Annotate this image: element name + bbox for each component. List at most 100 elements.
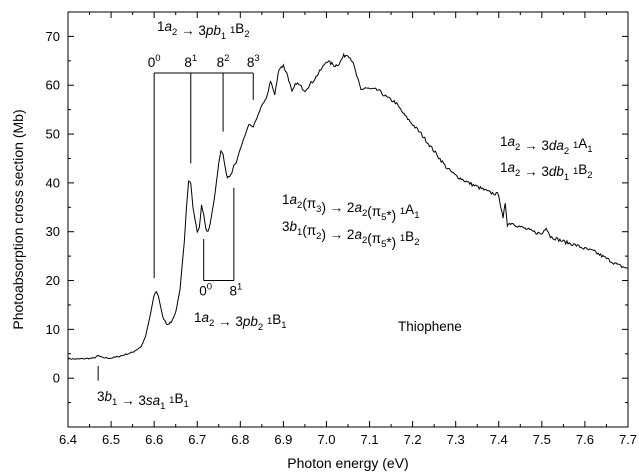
annotation-run: 1 xyxy=(414,210,419,221)
x-tick-label: 6.7 xyxy=(188,432,206,447)
annotation-run: da xyxy=(549,138,565,153)
y-tick-label: 60 xyxy=(46,78,60,93)
annotation-run: 2 xyxy=(515,168,520,179)
annotation-run: 2 xyxy=(224,53,229,64)
annotation-run: 1 xyxy=(267,316,272,327)
vibrational-label: 00 xyxy=(199,282,212,299)
plot-frame xyxy=(67,11,629,428)
annotation-run: 1 xyxy=(194,310,202,325)
vibrational-label: 82 xyxy=(217,53,230,70)
annotation-run: a xyxy=(508,134,516,149)
x-tick-label: 7.4 xyxy=(490,432,508,447)
annotation-run: 2 xyxy=(209,318,214,329)
annotation-run: 1 xyxy=(282,192,290,207)
assignment-3da2: 1a2 → 3da2 1A1 xyxy=(500,134,593,157)
assignment-3pb1: 1a2 → 3pb1 1B2 xyxy=(157,19,250,42)
annotation-run: 1 xyxy=(112,397,117,408)
annotation-run: 1 xyxy=(237,282,242,293)
y-tick-label: 40 xyxy=(46,175,60,190)
y-tick-label: 20 xyxy=(46,273,60,288)
vibrational-label: 81 xyxy=(229,282,242,299)
annotation-run: pb xyxy=(205,23,222,38)
annotation-run: 2 xyxy=(297,200,302,211)
axes xyxy=(67,11,629,428)
assignment-pi2: 3b1(π2) → 2a2(π5*) 1B2 xyxy=(282,219,419,250)
assignment-3pb2: 1a2 → 3pb2 1B1 xyxy=(194,310,287,333)
annotation-run: 1 xyxy=(157,19,165,34)
y-tick-label: 70 xyxy=(46,29,60,44)
annotation-run: 1 xyxy=(573,140,578,151)
annotation-run: a xyxy=(165,19,173,34)
x-tick-label: 7.5 xyxy=(533,432,551,447)
annotation-run: 1 xyxy=(587,144,592,155)
y-tick-label: 10 xyxy=(46,322,60,337)
annotation-run: B xyxy=(405,229,414,244)
annotation-run: 1 xyxy=(500,160,508,175)
annotation-run: → 3 xyxy=(214,314,243,329)
assignment-3sa1: 3b1 → 3sa1 1B1 xyxy=(97,389,189,412)
assignment-pi3: 1a2(π3) → 2a2(π5*) 1A1 xyxy=(282,192,419,223)
annotation-run: 0 xyxy=(155,53,160,64)
annotation-run: a xyxy=(354,227,362,242)
annotation-run: b xyxy=(290,219,298,234)
annotation-run: 0 xyxy=(207,282,212,293)
x-tick-label: 7.2 xyxy=(404,432,422,447)
annotation-run: 5 xyxy=(381,239,386,250)
annotation-run: → 3 xyxy=(117,393,146,408)
annotation-run: pb xyxy=(242,314,259,329)
annotation-run: 3 xyxy=(254,53,259,64)
vibrational-label: 83 xyxy=(247,53,260,70)
annotation-run: 3 xyxy=(282,219,290,234)
annotation-run: 1 xyxy=(192,53,197,64)
annotation-run: → 3 xyxy=(177,23,206,38)
annotation-run: → 3 xyxy=(520,164,549,179)
annotation-run: a xyxy=(290,192,298,207)
x-axis-label: Photon energy (eV) xyxy=(287,455,408,471)
assignment-3db1: 1a2 → 3db1 1B2 xyxy=(500,160,593,183)
annotation-run: B xyxy=(235,21,244,36)
annotation-run: B xyxy=(272,312,281,327)
ticks: 6.4 6.5 6.6 6.7 6.8 6.9 7.0 7.1 7.2 7.3 7.4 7.5 7.6 7… xyxy=(46,11,637,447)
annotation-run: 1 xyxy=(297,227,302,238)
annotation-run: 2 xyxy=(244,29,249,40)
annotation-run: 5 xyxy=(381,212,386,223)
annotation-run: 1 xyxy=(573,166,578,177)
annotation-run: ) → 2 xyxy=(321,200,354,215)
vibrational-label: 00 xyxy=(148,53,161,70)
annotation-run: 1 xyxy=(160,401,165,412)
annotation-run: 2 xyxy=(316,231,321,242)
annotation-run: 3 xyxy=(97,389,105,404)
annotation-run: 1 xyxy=(500,134,508,149)
annotation-run: 0 xyxy=(199,284,207,299)
annotation-run: B xyxy=(174,391,183,406)
annotation-run: 3 xyxy=(316,204,321,215)
annotation-run: db xyxy=(549,164,565,179)
annotation-run: 0 xyxy=(148,55,156,70)
annotation-run: sa xyxy=(146,393,161,408)
annotation-run: 8 xyxy=(217,55,225,70)
molecule-name: Thiophene xyxy=(398,319,462,334)
x-tick-label: 6.5 xyxy=(102,432,120,447)
annotation-run: 2 xyxy=(362,235,367,246)
annotation-run: A xyxy=(578,136,587,151)
x-tick-label: 7.0 xyxy=(317,432,335,447)
annotation-run: ) → 2 xyxy=(321,227,354,242)
annotation-run: 2 xyxy=(515,142,520,153)
annotation-run: 8 xyxy=(184,55,192,70)
annotation-run: 2 xyxy=(362,208,367,219)
x-tick-label: 6.8 xyxy=(231,432,249,447)
annotation-run: 1 xyxy=(564,172,569,183)
annotation-run: (π xyxy=(302,196,316,211)
annotation-run: 2 xyxy=(172,27,177,38)
spectrum-line xyxy=(67,52,629,360)
annotation-run: 1 xyxy=(169,395,174,406)
annotation-run: 1 xyxy=(400,233,405,244)
y-tick-label: 0 xyxy=(53,371,60,386)
annotation-run: → 3 xyxy=(520,138,549,153)
annotation-run: 2 xyxy=(258,322,263,333)
annotation-run: 8 xyxy=(229,284,237,299)
annotation-run: b xyxy=(105,389,113,404)
annotation-run: *) xyxy=(386,235,400,250)
annotation-run: 1 xyxy=(281,320,286,331)
